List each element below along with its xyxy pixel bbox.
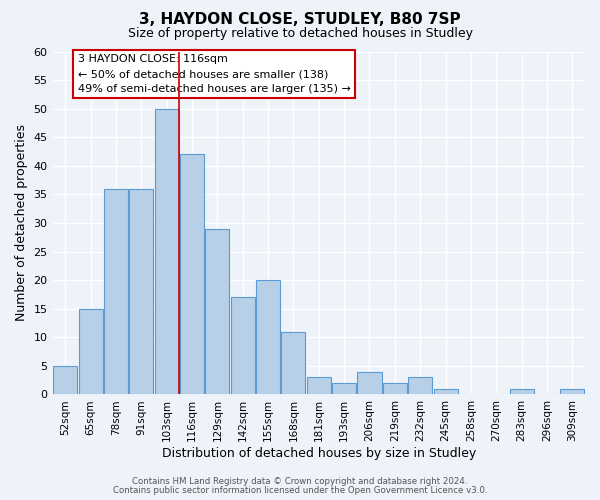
Bar xyxy=(383,383,407,394)
Bar xyxy=(79,308,103,394)
Bar xyxy=(560,388,584,394)
Bar xyxy=(332,383,356,394)
Bar xyxy=(358,372,382,394)
Bar xyxy=(53,366,77,394)
Bar xyxy=(180,154,204,394)
X-axis label: Distribution of detached houses by size in Studley: Distribution of detached houses by size … xyxy=(161,447,476,460)
Text: Size of property relative to detached houses in Studley: Size of property relative to detached ho… xyxy=(128,28,473,40)
Bar xyxy=(256,280,280,394)
Bar xyxy=(104,188,128,394)
Bar xyxy=(205,228,229,394)
Bar xyxy=(281,332,305,394)
Y-axis label: Number of detached properties: Number of detached properties xyxy=(15,124,28,322)
Bar xyxy=(307,378,331,394)
Bar xyxy=(509,388,533,394)
Text: Contains public sector information licensed under the Open Government Licence v3: Contains public sector information licen… xyxy=(113,486,487,495)
Bar xyxy=(230,298,255,394)
Bar xyxy=(408,378,432,394)
Text: 3 HAYDON CLOSE: 116sqm
← 50% of detached houses are smaller (138)
49% of semi-de: 3 HAYDON CLOSE: 116sqm ← 50% of detached… xyxy=(78,54,351,94)
Text: Contains HM Land Registry data © Crown copyright and database right 2024.: Contains HM Land Registry data © Crown c… xyxy=(132,477,468,486)
Text: 3, HAYDON CLOSE, STUDLEY, B80 7SP: 3, HAYDON CLOSE, STUDLEY, B80 7SP xyxy=(139,12,461,28)
Bar xyxy=(434,388,458,394)
Bar xyxy=(129,188,154,394)
Bar xyxy=(155,108,179,395)
